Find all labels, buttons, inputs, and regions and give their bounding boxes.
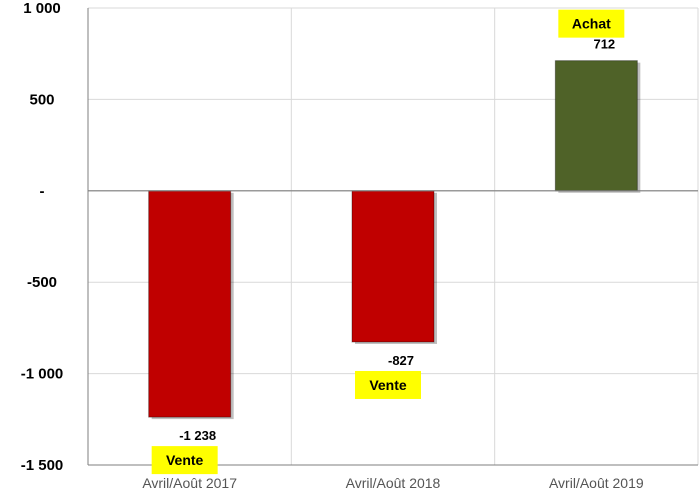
- y-tick-label: -500: [27, 274, 57, 291]
- bar: [351, 190, 435, 343]
- tag-label: Achat: [572, 16, 611, 32]
- y-tick-label: 500: [29, 91, 54, 108]
- tag-box: [151, 446, 218, 475]
- bar: [554, 60, 638, 192]
- data-label: -1 238: [179, 428, 216, 443]
- tag-label: Vente: [369, 377, 407, 393]
- tag-box: [355, 370, 421, 399]
- tag-label: Vente: [166, 452, 204, 468]
- x-tick-label: Avril/Août 2019: [549, 475, 644, 491]
- tag-box: [558, 9, 625, 38]
- bar: [148, 190, 232, 418]
- data-label: -827: [388, 353, 414, 368]
- y-tick-label: -1 000: [21, 366, 64, 383]
- labels: 1 000 500 - -500 -1 000 -1 500 -1 238 Vente Avri…: [21, 0, 644, 491]
- bars: [148, 60, 641, 420]
- x-tick-label: Avril/Août 2017: [142, 475, 237, 491]
- x-tick-label: Avril/Août 2018: [346, 475, 441, 491]
- data-label: 712: [593, 37, 615, 52]
- y-tick-label: -1 500: [21, 457, 64, 474]
- y-tick-label: -: [40, 183, 45, 200]
- y-tick-label: 1 000: [23, 0, 61, 17]
